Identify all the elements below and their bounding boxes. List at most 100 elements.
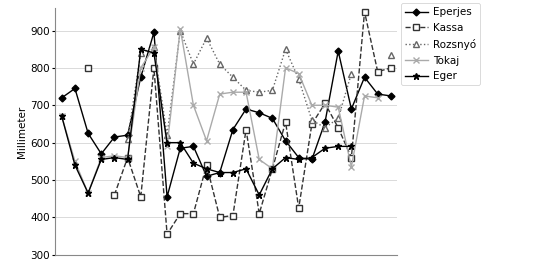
Eperjes [374,92,381,96]
Eperjes [230,128,236,131]
Tokaj [72,160,78,163]
Kassa [374,70,381,73]
Y-axis label: Millimeter: Millimeter [17,105,27,157]
Eperjes [177,147,184,150]
Eperjes [243,107,250,111]
Kassa [177,212,184,215]
Kassa [335,126,342,129]
Kassa [256,212,263,215]
Eperjes [59,96,65,99]
Eperjes [124,134,131,137]
Eger [190,162,197,165]
Kassa [295,207,302,210]
Kassa [243,128,250,131]
Kassa [348,156,355,159]
Kassa [388,66,394,70]
Eger [335,145,342,148]
Kassa [361,10,368,14]
Eger [72,163,78,167]
Eperjes [111,136,118,139]
Eger [59,115,65,118]
Kassa [164,233,171,236]
Rozsnyó [309,119,315,122]
Tokaj [348,165,355,169]
Eger [164,141,171,144]
Kassa [309,122,315,125]
Tokaj [85,191,92,195]
Tokaj [256,158,263,161]
Eperjes [137,76,144,79]
Tokaj [59,115,65,118]
Rozsnyó [388,53,394,56]
Rozsnyó [177,29,184,32]
Eger [203,167,210,170]
Kassa [111,193,118,196]
Tokaj [98,156,104,159]
Eger [111,156,118,159]
Rozsnyó [322,126,328,129]
Rozsnyó [256,91,263,94]
Tokaj [111,154,118,157]
Eperjes [98,152,104,156]
Rozsnyó [216,63,223,66]
Tokaj [361,94,368,98]
Rozsnyó [164,134,171,137]
Eperjes [216,171,223,174]
Tokaj [164,145,171,148]
Kassa [269,167,275,170]
Kassa [230,214,236,217]
Tokaj [137,66,144,70]
Eger [295,158,302,161]
Line: Eperjes: Eperjes [60,30,393,199]
Eperjes [322,121,328,124]
Tokaj [151,46,157,49]
Line: Kassa: Kassa [86,9,394,237]
Eger [216,171,223,174]
Rozsnyó [335,117,342,120]
Eperjes [164,195,171,198]
Rozsnyó [190,63,197,66]
Eperjes [335,50,342,53]
Tokaj [309,104,315,107]
Eperjes [309,158,315,161]
Rozsnyó [151,46,157,49]
Tokaj [190,104,197,107]
Eger [137,48,144,51]
Rozsnyó [269,89,275,92]
Eperjes [72,87,78,90]
Eperjes [269,117,275,120]
Eger [256,193,263,196]
Eger [348,145,355,148]
Tokaj [230,91,236,94]
Tokaj [203,139,210,142]
Kassa [190,212,197,215]
Eperjes [295,156,302,159]
Rozsnyó [124,137,131,141]
Eger [309,156,315,159]
Kassa [322,102,328,105]
Eger [124,158,131,161]
Tokaj [322,104,328,107]
Eger [322,147,328,150]
Eger [269,167,275,170]
Kassa [137,195,144,198]
Rozsnyó [282,48,289,51]
Kassa [282,121,289,124]
Tokaj [124,156,131,159]
Eperjes [190,145,197,148]
Eperjes [85,132,92,135]
Eger [85,191,92,195]
Eger [98,158,104,161]
Tokaj [216,92,223,96]
Eperjes [361,76,368,79]
Rozsnyó [203,36,210,40]
Eger [230,171,236,174]
Eperjes [256,111,263,114]
Eger [243,167,250,170]
Kassa [85,66,92,70]
Kassa [151,66,157,70]
Line: Rozsnyó: Rozsnyó [124,27,394,142]
Kassa [203,163,210,167]
Tokaj [374,96,381,99]
Eger [151,51,157,54]
